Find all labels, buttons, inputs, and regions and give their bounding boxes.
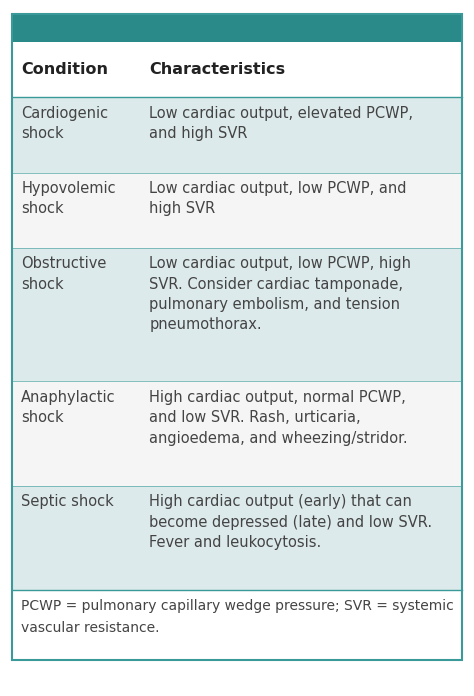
Text: Cardiogenic
shock: Cardiogenic shock — [21, 106, 109, 141]
Bar — [12, 248, 462, 381]
Text: Characteristics: Characteristics — [149, 62, 285, 77]
Bar — [12, 14, 462, 42]
Text: Low cardiac output, elevated PCWP,
and high SVR: Low cardiac output, elevated PCWP, and h… — [149, 106, 413, 141]
Bar — [12, 42, 462, 97]
Bar — [12, 590, 462, 660]
Text: Low cardiac output, low PCWP, high
SVR. Consider cardiac tamponade,
pulmonary em: Low cardiac output, low PCWP, high SVR. … — [149, 256, 411, 332]
Text: Condition: Condition — [21, 62, 109, 77]
Text: Hypovolemic
shock: Hypovolemic shock — [21, 181, 116, 216]
Bar — [12, 486, 462, 590]
Text: Septic shock: Septic shock — [21, 494, 114, 509]
Text: High cardiac output, normal PCWP,
and low SVR. Rash, urticaria,
angioedema, and : High cardiac output, normal PCWP, and lo… — [149, 390, 408, 445]
Bar — [12, 173, 462, 248]
Bar — [12, 97, 462, 173]
Bar — [12, 381, 462, 486]
Text: PCWP = pulmonary capillary wedge pressure; SVR = systemic
vascular resistance.: PCWP = pulmonary capillary wedge pressur… — [21, 599, 454, 635]
Text: Low cardiac output, low PCWP, and
high SVR: Low cardiac output, low PCWP, and high S… — [149, 181, 407, 216]
Text: High cardiac output (early) that can
become depressed (late) and low SVR.
Fever : High cardiac output (early) that can bec… — [149, 494, 432, 550]
Text: Obstructive
shock: Obstructive shock — [21, 256, 107, 292]
Text: Anaphylactic
shock: Anaphylactic shock — [21, 390, 116, 425]
